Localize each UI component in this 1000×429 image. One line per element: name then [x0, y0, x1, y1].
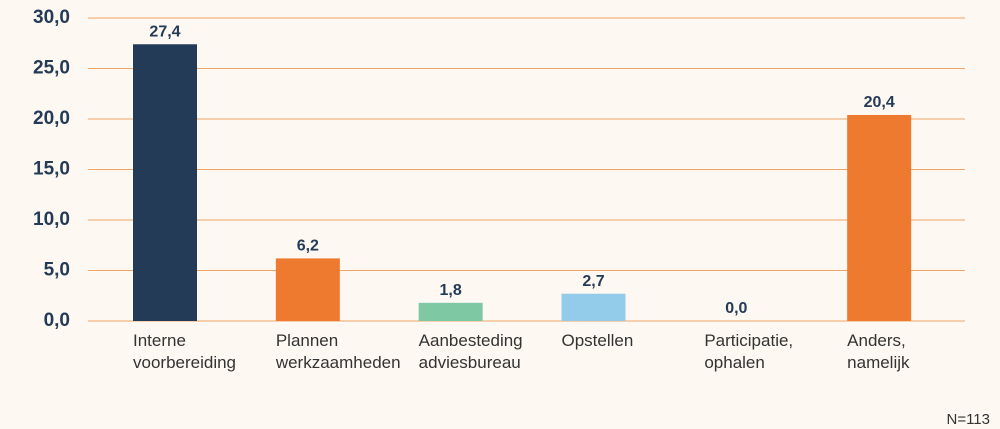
- y-tick-label: 5,0: [44, 260, 70, 281]
- value-label: 1,8: [440, 282, 462, 299]
- y-tick-label: 15,0: [33, 159, 70, 180]
- bar: [275, 258, 340, 321]
- x-tick-label: Participatie, ophalen: [704, 331, 793, 372]
- bar: [133, 44, 197, 321]
- y-tick-label: 25,0: [33, 58, 70, 79]
- x-tick-label: Interne voorbereiding: [133, 331, 236, 372]
- value-label: 20,4: [864, 94, 895, 111]
- bar: [418, 302, 483, 321]
- value-label: 2,7: [582, 273, 604, 290]
- y-tick-label: 30,0: [33, 7, 70, 28]
- value-label: 27,4: [149, 23, 180, 40]
- y-tick-label: 20,0: [33, 108, 70, 129]
- x-tick-label: Opstellen: [562, 331, 634, 350]
- note: N=113: [946, 411, 990, 428]
- value-label: 6,2: [297, 238, 319, 255]
- bar: [561, 293, 626, 321]
- value-label: 0,0: [725, 300, 747, 317]
- y-tick-label: 10,0: [33, 209, 70, 230]
- x-tick-label: Plannen werkzaamheden: [275, 331, 401, 372]
- x-tick-label: Anders, namelijk: [847, 331, 910, 372]
- x-tick-label: Aanbesteding adviesbureau: [419, 331, 523, 372]
- bar: [847, 114, 912, 322]
- y-tick-label: 0,0: [44, 310, 70, 331]
